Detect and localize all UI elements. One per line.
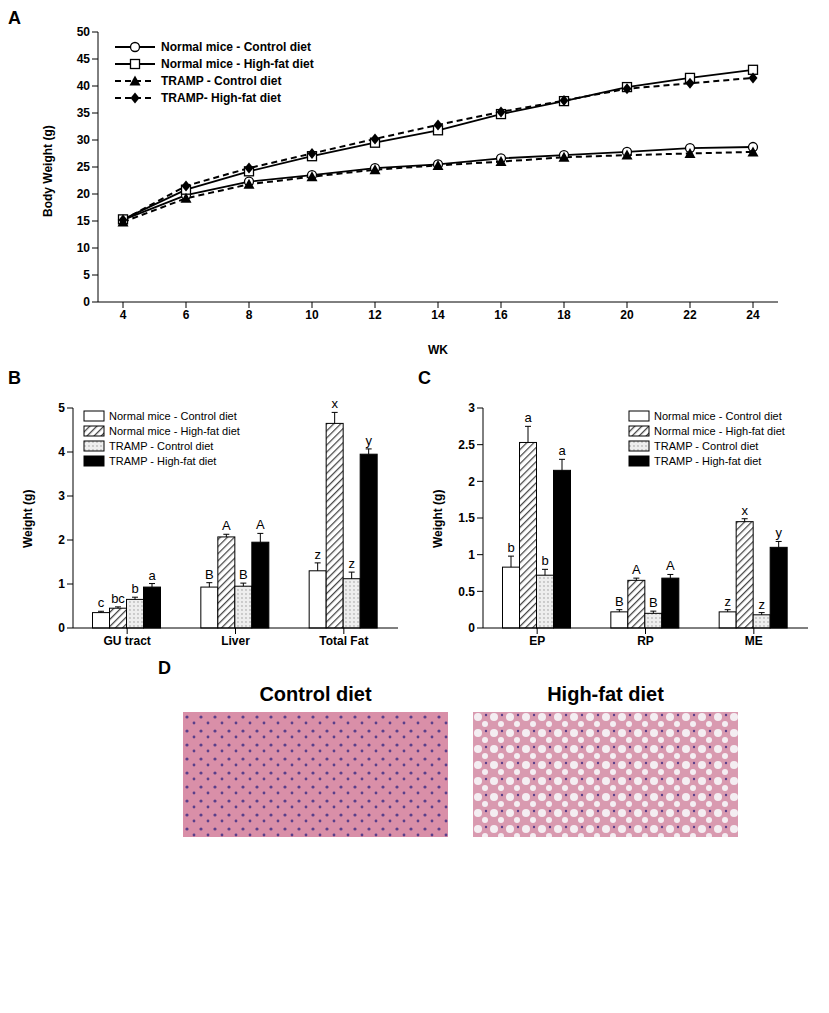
html-text:Normal mice - Control diet: Normal mice - Control diet — [109, 409, 237, 422]
html-text:B: B — [8, 368, 21, 388]
svg-text:Total Fat: Total Fat — [319, 634, 368, 648]
svg-text:b: b — [131, 581, 138, 596]
svg-text:z: z — [724, 594, 731, 609]
svg-text:1.5: 1.5 — [458, 511, 475, 525]
svg-text:0: 0 — [83, 295, 90, 309]
svg-text:2: 2 — [58, 533, 65, 547]
svg-text:12: 12 — [368, 308, 382, 322]
svg-text:20: 20 — [77, 187, 91, 201]
html-text:Normal mice - High-fat diet: Normal mice - High-fat diet — [161, 56, 314, 71]
svg-text:A: A — [222, 518, 231, 533]
html-text:TRAMP - High-fat diet: TRAMP - High-fat diet — [109, 454, 217, 467]
svg-text:8: 8 — [246, 308, 253, 322]
svg-text:35: 35 — [77, 106, 91, 120]
svg-text:5: 5 — [83, 268, 90, 282]
svg-text:B: B — [239, 567, 248, 582]
html-text:TRAMP - High-fat diet: TRAMP - High-fat diet — [654, 454, 762, 467]
svg-text:bc: bc — [111, 591, 125, 606]
svg-text:0: 0 — [468, 621, 475, 635]
svg-text:y: y — [775, 525, 782, 540]
html-text:Normal mice - Control diet: Normal mice - Control diet — [654, 409, 782, 422]
svg-text:x: x — [741, 503, 748, 518]
svg-text:1: 1 — [468, 548, 475, 562]
svg-text:Weight (g): Weight (g) — [21, 490, 35, 548]
svg-text:a: a — [558, 443, 566, 458]
svg-text:15: 15 — [77, 214, 91, 228]
svg-text:z: z — [758, 597, 765, 612]
html-text:Normal mice - High-fat diet: Normal mice - High-fat diet — [654, 424, 785, 437]
svg-text:45: 45 — [77, 52, 91, 66]
svg-text:A: A — [666, 558, 675, 573]
svg-text:GU tract: GU tract — [103, 634, 150, 648]
svg-text:x: x — [331, 396, 338, 411]
svg-text:50: 50 — [77, 25, 91, 39]
svg-text:30: 30 — [77, 133, 91, 147]
svg-text:WK: WK — [428, 343, 448, 357]
svg-text:EP: EP — [529, 634, 545, 648]
svg-text:A: A — [256, 517, 265, 532]
svg-text:b: b — [541, 553, 548, 568]
svg-text:24: 24 — [746, 308, 760, 322]
svg-text:40: 40 — [77, 79, 91, 93]
svg-text:3: 3 — [58, 489, 65, 503]
html-text:C: C — [418, 368, 431, 388]
svg-text:0.5: 0.5 — [458, 585, 475, 599]
svg-text:z: z — [314, 547, 321, 562]
svg-text:a: a — [148, 568, 156, 583]
svg-text:10: 10 — [77, 241, 91, 255]
svg-text:25: 25 — [77, 160, 91, 174]
svg-text:a: a — [524, 410, 532, 425]
svg-text:ME: ME — [745, 634, 763, 648]
html-text:Control diet: Control diet — [259, 683, 372, 705]
html-text:TRAMP - Control diet: TRAMP - Control diet — [109, 439, 214, 452]
svg-text:2.5: 2.5 — [458, 438, 475, 452]
svg-text:c: c — [98, 595, 105, 610]
svg-text:y: y — [365, 433, 372, 448]
svg-text:10: 10 — [305, 308, 319, 322]
html-text:Normal mice - Control diet: Normal mice - Control diet — [161, 39, 311, 54]
svg-text:z: z — [348, 556, 355, 571]
svg-text:B: B — [205, 567, 214, 582]
html-text:A: A — [8, 8, 21, 28]
svg-text:b: b — [507, 540, 514, 555]
svg-text:14: 14 — [431, 308, 445, 322]
svg-text:1: 1 — [58, 577, 65, 591]
html-text:TRAMP- High-fat diet: TRAMP- High-fat diet — [161, 90, 281, 105]
svg-text:20: 20 — [620, 308, 634, 322]
svg-text:4: 4 — [58, 445, 65, 459]
svg-text:16: 16 — [494, 308, 508, 322]
svg-text:3: 3 — [468, 401, 475, 415]
svg-text:Weight (g): Weight (g) — [431, 490, 445, 548]
svg-text:4: 4 — [120, 308, 127, 322]
html-text:High-fat diet: High-fat diet — [547, 683, 664, 705]
svg-text:RP: RP — [637, 634, 654, 648]
svg-text:2: 2 — [468, 475, 475, 489]
svg-text:Liver: Liver — [221, 634, 250, 648]
html-text:Normal mice - High-fat diet: Normal mice - High-fat diet — [109, 424, 240, 437]
svg-text:0: 0 — [58, 621, 65, 635]
html-text:D: D — [158, 658, 171, 678]
svg-text:6: 6 — [183, 308, 190, 322]
svg-text:A: A — [632, 562, 641, 577]
svg-text:Body Weight (g): Body Weight (g) — [41, 125, 55, 217]
html-text:TRAMP - Control diet: TRAMP - Control diet — [161, 73, 282, 88]
svg-text:B: B — [649, 595, 658, 610]
svg-text:22: 22 — [683, 308, 697, 322]
html-text:TRAMP - Control diet: TRAMP - Control diet — [654, 439, 759, 452]
svg-text:B: B — [615, 594, 624, 609]
svg-text:5: 5 — [58, 401, 65, 415]
svg-text:18: 18 — [557, 308, 571, 322]
